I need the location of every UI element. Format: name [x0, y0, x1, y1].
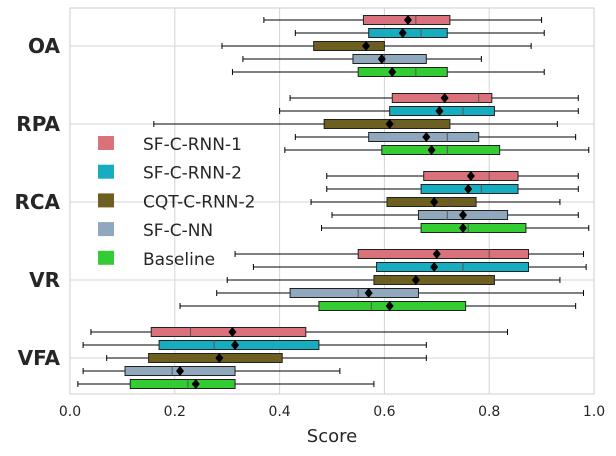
box-RCA-CQT-C-RNN-2 [310, 197, 561, 207]
mean-marker [432, 249, 441, 259]
group-label: RPA [16, 112, 60, 136]
plot-frame [69, 7, 595, 395]
mean-marker [215, 353, 224, 363]
box-VR-CQT-C-RNN-2 [226, 275, 561, 285]
box-iqr [313, 41, 385, 51]
legend-label: SF-C-RNN-1 [143, 135, 242, 155]
legend-label: CQT-C-RNN-2 [143, 192, 255, 212]
legend-item: SF-C-NN [98, 221, 213, 241]
mean-marker [427, 145, 436, 155]
mean-marker [466, 171, 475, 181]
legend-swatch [98, 222, 114, 237]
box-RPA-CQT-C-RNN-2 [153, 119, 558, 129]
box-VFA-SF-C-RNN-1 [90, 327, 509, 337]
box-RCA-SF-C-NN [331, 210, 579, 220]
x-axis-label: Score [307, 426, 357, 447]
box-iqr [129, 379, 236, 389]
legend-item: Baseline [98, 250, 215, 270]
x-tick-label: 0.2 [164, 404, 186, 420]
mean-marker [403, 15, 412, 25]
group-label: OA [28, 34, 60, 58]
mean-marker [464, 184, 473, 194]
x-tick-label: 1.0 [583, 404, 605, 420]
mean-marker [398, 28, 407, 38]
legend-item: SF-C-RNN-1 [98, 135, 242, 155]
x-tick-label: 0.0 [59, 404, 81, 420]
box-VFA-CQT-C-RNN-2 [106, 353, 427, 363]
legend: SF-C-RNN-1 SF-C-RNN-2 CQT-C-RNN-2 SF-C-NN Ba… [98, 135, 255, 270]
box-iqr [357, 249, 530, 259]
mean-marker [385, 119, 394, 129]
mean-marker [430, 197, 439, 207]
box-iqr [373, 275, 495, 285]
group-label: VR [29, 268, 60, 292]
mean-marker [364, 288, 373, 298]
box-VR-SF-C-NN [216, 288, 585, 298]
box-iqr [368, 28, 448, 38]
legend-item: CQT-C-RNN-2 [98, 192, 255, 212]
box-VR-Baseline [179, 301, 577, 311]
legend-label: SF-C-RNN-2 [143, 164, 242, 184]
box-iqr [352, 54, 427, 64]
group-label: VFA [18, 346, 61, 370]
box-RPA-SF-C-RNN-2 [279, 106, 579, 116]
group-label: RCA [14, 190, 60, 214]
legend-swatch [98, 193, 114, 208]
box-iqr [357, 67, 448, 77]
x-tick-label: 0.4 [268, 404, 290, 420]
axis-labels: 0.0 0.2 0.4 0.6 0.8 1.0 OA RPA RCA VR VFA [14, 34, 605, 420]
box-VFA-SF-C-NN [82, 366, 341, 376]
box-OA-CQT-C-RNN-2 [221, 41, 532, 51]
box-OA-SF-C-RNN-1 [263, 15, 543, 25]
box-VFA-SF-C-RNN-2 [82, 340, 427, 350]
box-series [77, 15, 590, 389]
box-RPA-Baseline [284, 145, 590, 155]
mean-marker [459, 210, 467, 220]
mean-marker [362, 41, 371, 51]
mean-marker [411, 275, 420, 285]
legend-swatch [98, 164, 114, 179]
box-RCA-SF-C-RNN-2 [326, 184, 579, 194]
mean-marker [377, 54, 386, 64]
box-RPA-SF-C-RNN-1 [289, 93, 579, 103]
legend-label: Baseline [143, 250, 215, 270]
mean-marker [385, 301, 394, 311]
legend-swatch [98, 250, 114, 265]
box-VR-SF-C-RNN-2 [252, 262, 587, 272]
box-OA-SF-C-NN [242, 54, 482, 64]
box-VR-SF-C-RNN-1 [234, 249, 585, 259]
mean-marker [422, 132, 431, 142]
legend-item: SF-C-RNN-2 [98, 164, 242, 184]
box-RCA-SF-C-RNN-1 [326, 171, 579, 181]
mean-marker [435, 106, 444, 116]
mean-marker [430, 262, 439, 272]
x-tick-label: 0.6 [373, 404, 395, 420]
box-iqr [381, 145, 501, 155]
box-iqr [420, 223, 527, 233]
mean-marker [440, 93, 449, 103]
mean-marker [231, 340, 240, 350]
mean-marker [228, 327, 237, 337]
box-OA-Baseline [231, 67, 545, 77]
x-tick-label: 0.8 [478, 404, 500, 420]
box-iqr [376, 262, 530, 272]
box-iqr [289, 288, 419, 298]
box-RPA-SF-C-NN [294, 132, 577, 142]
legend-label: SF-C-NN [143, 221, 213, 241]
mean-marker [459, 223, 467, 233]
legend-swatch [98, 136, 114, 150]
mean-marker [388, 67, 397, 77]
mean-marker [191, 379, 200, 389]
box-OA-SF-C-RNN-2 [294, 28, 545, 38]
mean-marker [176, 366, 185, 376]
box-VFA-Baseline [77, 379, 375, 389]
box-RCA-Baseline [321, 223, 590, 233]
